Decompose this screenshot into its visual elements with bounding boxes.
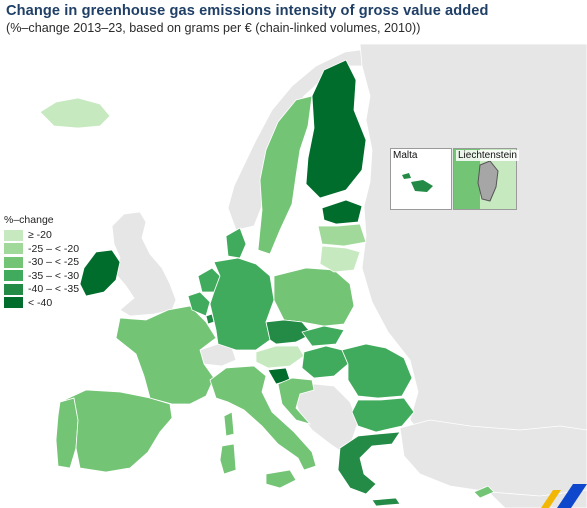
eurostat-corner-logo — [541, 484, 587, 508]
legend-swatch — [4, 270, 23, 281]
land-uk — [111, 211, 177, 317]
inset-liechtenstein: Liechtenstein — [453, 148, 519, 210]
legend-label: -35 – < -30 — [28, 269, 80, 282]
legend-label: -30 – < -25 — [28, 256, 80, 268]
legend-item: -25 – < -20 — [4, 243, 79, 255]
legend: %–change ≥ -20 -25 – < -20 -30 – < -25 -… — [4, 214, 79, 310]
map-subtitle: (%–change 2013–23, based on grams per € … — [6, 21, 421, 35]
country-portugal — [55, 397, 79, 469]
country-spain — [59, 389, 173, 473]
map-title: Change in greenhouse gas emissions inten… — [6, 3, 489, 19]
inset-malta-label: Malta — [393, 150, 418, 161]
title-block: Change in greenhouse gas emissions inten… — [6, 3, 584, 35]
legend-swatch — [4, 243, 23, 254]
logo-blue-stripe — [557, 484, 587, 508]
legend-swatch — [4, 297, 23, 308]
country-belgium — [187, 291, 211, 317]
country-greece — [337, 431, 401, 495]
legend-swatch — [4, 283, 23, 295]
malta-shape — [402, 173, 433, 192]
country-sweden — [257, 95, 313, 255]
land-turkey — [399, 419, 587, 497]
country-romania — [341, 343, 413, 399]
legend-swatch — [4, 229, 23, 241]
legend-item: -40 – < -35 — [4, 283, 79, 295]
country-estonia — [321, 199, 363, 225]
logo-yellow-stripe — [541, 490, 561, 508]
country-croatia — [277, 377, 315, 425]
country-sardinia — [219, 443, 237, 475]
country-finland — [305, 59, 367, 199]
country-france — [115, 305, 217, 405]
europe-map — [39, 44, 587, 508]
country-ireland — [79, 249, 121, 297]
legend-item: ≥ -20 — [4, 229, 79, 241]
country-lithuania — [319, 245, 361, 273]
country-italy — [209, 365, 317, 471]
country-czechia — [265, 319, 313, 345]
country-malta — [411, 180, 433, 192]
country-crete — [371, 497, 401, 507]
legend-label: -40 – < -35 — [28, 283, 80, 295]
legend-title: %–change — [4, 214, 54, 226]
legend-label: < -40 — [28, 296, 53, 309]
legend-label: ≥ -20 — [28, 229, 52, 241]
country-corsica — [223, 411, 235, 437]
legend-item: -35 – < -30 — [4, 270, 79, 282]
country-slovakia — [301, 325, 345, 347]
eu-countries — [55, 59, 495, 507]
country-latvia — [317, 223, 367, 247]
country-bulgaria — [351, 397, 415, 433]
country-austria — [255, 345, 305, 369]
country-sicily — [265, 469, 297, 489]
legend-label: -25 – < -20 — [28, 242, 80, 255]
country-liechtenstein — [477, 160, 499, 202]
legend-item: < -40 — [4, 297, 79, 309]
country-cyprus — [473, 485, 495, 499]
country-denmark — [225, 227, 247, 259]
country-germany — [209, 257, 275, 351]
legend-swatch — [4, 256, 23, 268]
inset-malta: Malta — [390, 148, 452, 210]
country-gozo — [402, 173, 411, 179]
country-poland — [273, 267, 355, 327]
country-hungary — [301, 345, 349, 379]
land-iceland — [39, 97, 111, 129]
inset-liechtenstein-label: Liechtenstein — [456, 150, 519, 161]
legend-item: -30 – < -25 — [4, 256, 79, 268]
